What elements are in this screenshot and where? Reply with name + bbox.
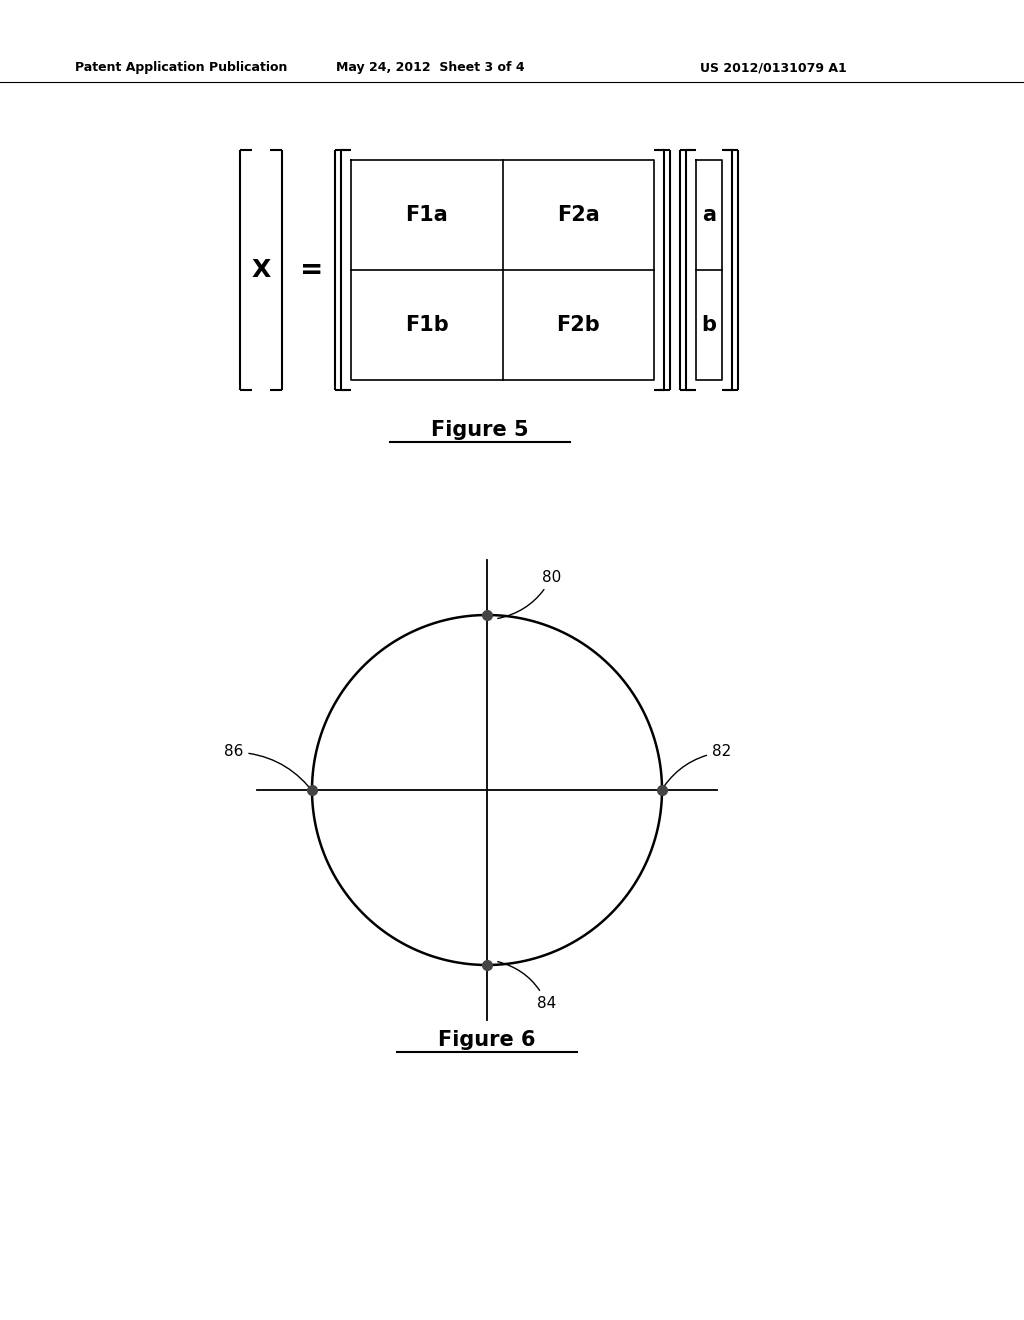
Text: a: a <box>702 205 716 224</box>
Text: US 2012/0131079 A1: US 2012/0131079 A1 <box>700 62 847 74</box>
Text: Figure 6: Figure 6 <box>438 1030 536 1049</box>
Text: 86: 86 <box>224 744 314 793</box>
Text: 80: 80 <box>498 569 561 619</box>
Text: F2b: F2b <box>556 315 600 335</box>
Text: X: X <box>251 257 270 282</box>
Text: b: b <box>701 315 717 335</box>
Text: F2a: F2a <box>557 205 600 224</box>
Text: Figure 5: Figure 5 <box>431 420 528 440</box>
Text: F1b: F1b <box>404 315 449 335</box>
Text: 84: 84 <box>498 962 556 1011</box>
Text: Patent Application Publication: Patent Application Publication <box>75 62 288 74</box>
Text: F1a: F1a <box>406 205 449 224</box>
Text: =: = <box>300 256 324 284</box>
Text: May 24, 2012  Sheet 3 of 4: May 24, 2012 Sheet 3 of 4 <box>336 62 524 74</box>
Text: 82: 82 <box>659 744 731 793</box>
